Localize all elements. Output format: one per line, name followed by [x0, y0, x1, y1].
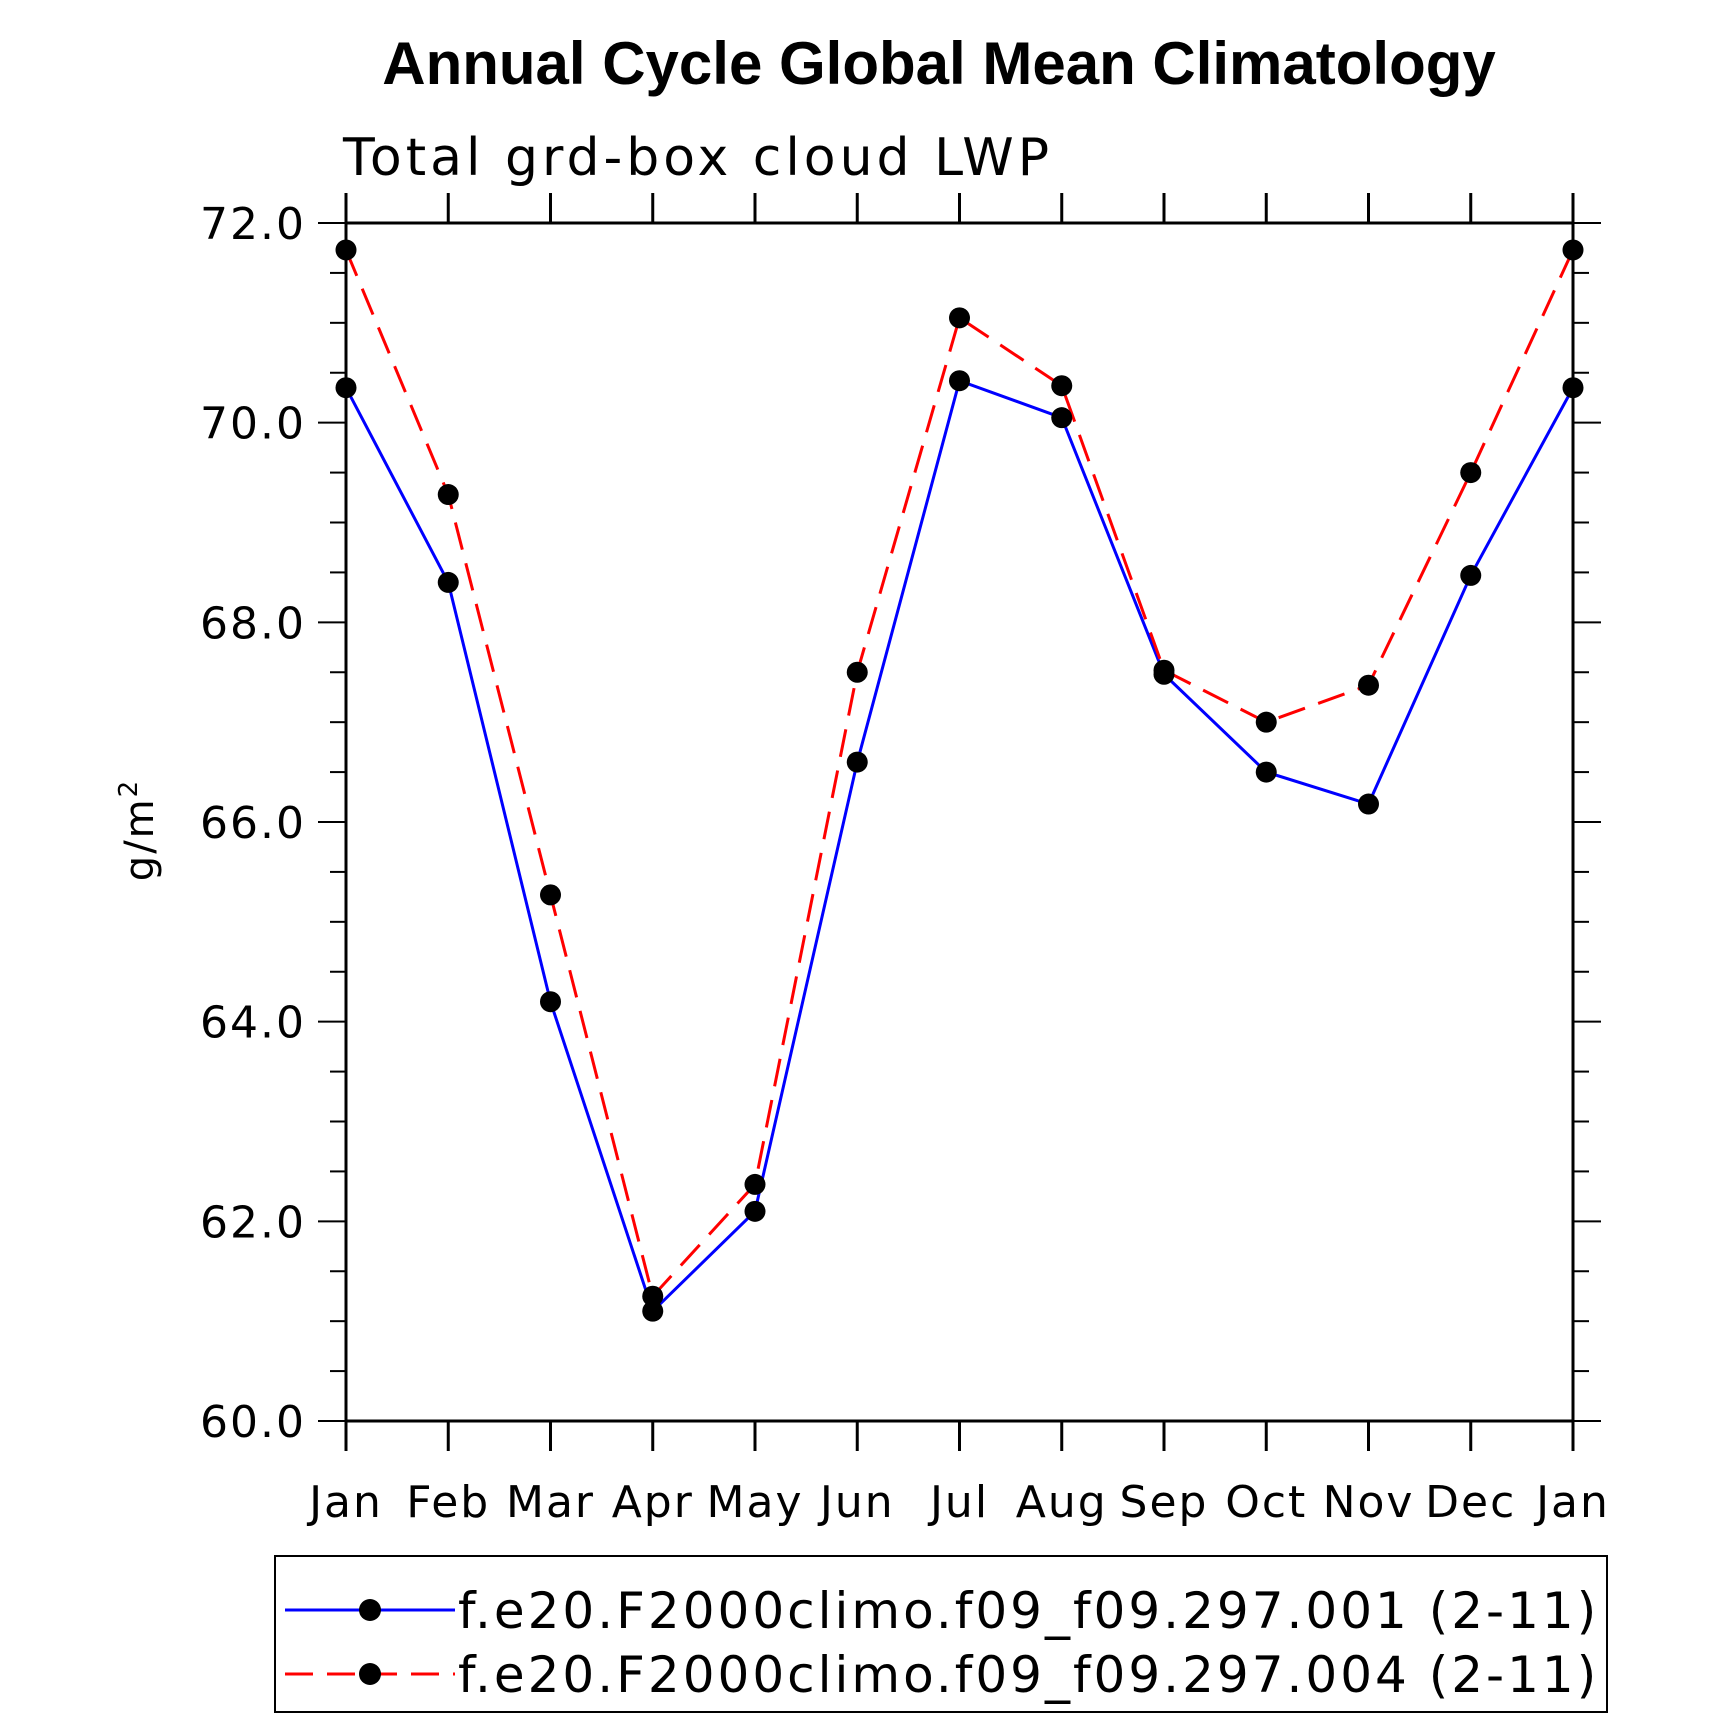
- series-2-point: [642, 1285, 664, 1307]
- series-2-point: [1255, 711, 1277, 733]
- legend-box: [274, 1555, 1608, 1713]
- series-2-point: [540, 884, 561, 906]
- x-tick-label: Jun: [817, 1477, 895, 1528]
- series-1-point: [1358, 793, 1379, 815]
- legend-label-1: f.e20.F2000climo.f09_f09.297.001 (2-11): [458, 1582, 1599, 1640]
- x-tick-label: Jan: [306, 1477, 383, 1528]
- series-line-1: [344, 378, 1575, 1314]
- y-axis-label-exponent: 2: [114, 779, 144, 798]
- chart-subtitle: Total grd-box cloud LWP: [342, 128, 1053, 188]
- series-1-point: [1460, 564, 1482, 586]
- axis-ticks: [318, 193, 1601, 1451]
- series-2-point: [1460, 462, 1482, 484]
- series-1-point: [642, 1300, 664, 1322]
- y-tick-label: 66.0: [200, 798, 306, 849]
- series-1-point: [1255, 761, 1277, 783]
- series-2-point: [437, 484, 459, 506]
- x-tick-label: Jan: [1533, 1477, 1610, 1528]
- series-2-point: [1358, 674, 1379, 696]
- x-tick-label: Feb: [406, 1477, 490, 1528]
- plot-frame: [344, 221, 1575, 1423]
- x-tick-labels: Jan Feb Mar Apr May Jun Jul Aug Sep Oct Nov Dec Jan: [306, 1477, 1610, 1528]
- x-tick-label: Aug: [1016, 1477, 1108, 1528]
- x-tick-label: Oct: [1225, 1477, 1307, 1528]
- y-tick-label: 60.0: [200, 1397, 306, 1448]
- series-1-point: [949, 370, 970, 392]
- legend-marker-2: [359, 1663, 381, 1685]
- y-tick-label: 70.0: [200, 399, 306, 450]
- x-tick-label: Nov: [1323, 1477, 1415, 1528]
- chart-title: Annual Cycle Global Mean Climatology: [382, 30, 1496, 97]
- series-lines: [344, 249, 1575, 1314]
- y-tick-labels: 60.0 62.0 64.0 66.0 68.0 70.0 72.0: [200, 199, 306, 1448]
- series-2-point: [1051, 375, 1073, 397]
- y-axis-label: g/m2: [114, 779, 163, 881]
- series-1-point: [846, 751, 868, 773]
- legend-label-2: f.e20.F2000climo.f09_f09.297.004 (2-11): [458, 1646, 1599, 1704]
- y-tick-label: 62.0: [200, 1197, 306, 1248]
- series-2-point: [949, 307, 970, 329]
- series-2-point: [846, 661, 868, 683]
- series-2-point: [744, 1173, 766, 1195]
- series-1-point: [540, 991, 561, 1013]
- series-1-point: [1051, 407, 1073, 429]
- y-axis-label-unit: g/m: [117, 797, 163, 881]
- x-tick-label: May: [707, 1477, 804, 1528]
- legend: f.e20.F2000climo.f09_f09.297.001 (2-11) f…: [274, 1555, 1608, 1713]
- x-tick-label: Mar: [506, 1477, 595, 1528]
- series-1-point: [744, 1200, 766, 1222]
- y-tick-label: 68.0: [200, 598, 306, 649]
- y-tick-label: 64.0: [200, 998, 306, 1049]
- x-tick-label: Dec: [1425, 1477, 1516, 1528]
- series-2-point: [1153, 659, 1175, 681]
- x-tick-label: Apr: [612, 1477, 694, 1528]
- y-tick-label: 72.0: [200, 199, 306, 250]
- series-1-point: [437, 571, 459, 593]
- series-markers: [335, 239, 1584, 1322]
- legend-marker-1: [359, 1599, 381, 1621]
- series-line-2: [344, 249, 1575, 1300]
- x-tick-label: Sep: [1120, 1477, 1209, 1528]
- legend-entries: f.e20.F2000climo.f09_f09.297.001 (2-11) f…: [285, 1582, 1599, 1704]
- x-tick-label: Jul: [927, 1477, 989, 1528]
